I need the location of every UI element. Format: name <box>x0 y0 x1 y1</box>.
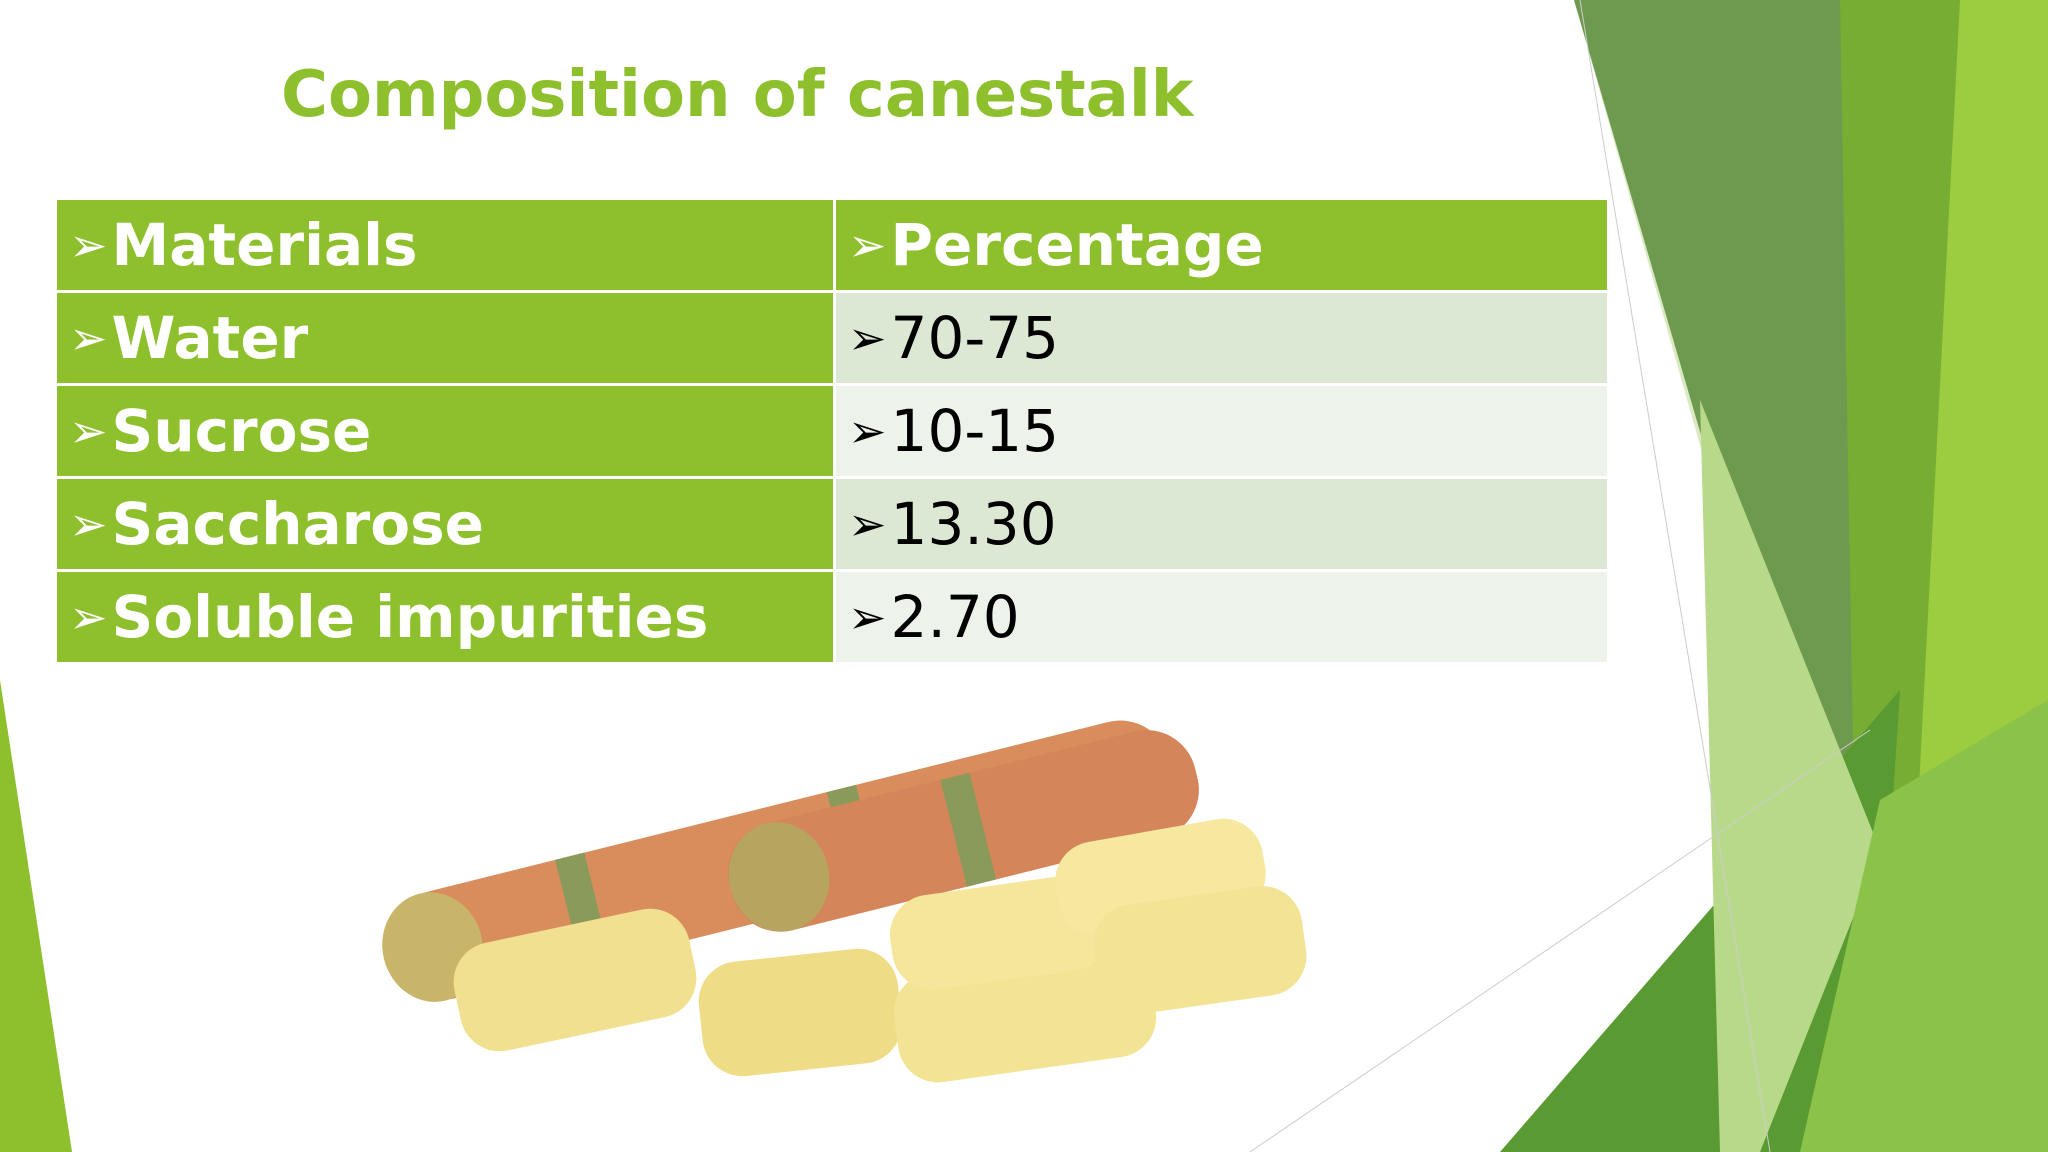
material-cell: Water <box>54 290 836 386</box>
header-cell: Percentage <box>833 197 1610 293</box>
percentage-cell: 70-75 <box>833 290 1610 386</box>
sugarcane-image <box>382 720 1307 1083</box>
shape <box>1700 400 1880 1152</box>
material-cell: Soluble impurities <box>54 569 836 665</box>
material-cell: Saccharose <box>54 476 836 572</box>
percentage-cell: 13.30 <box>833 476 1610 572</box>
table-row: Saccharose13.30 <box>54 476 1610 572</box>
header-cell: Materials <box>54 197 836 293</box>
table-row: Water70-75 <box>54 290 1610 386</box>
material-cell: Sucrose <box>54 383 836 479</box>
header-row: Materials Percentage <box>54 197 1610 293</box>
shape <box>1800 700 2048 1152</box>
line <box>1579 0 1771 1152</box>
table: Materials Percentage Water70-75Sucrose10… <box>54 197 1610 665</box>
percentage-cell: 2.70 <box>833 569 1610 665</box>
line <box>1249 729 1871 1152</box>
slide-title: Composition of canestalk <box>281 58 1194 132</box>
table-row: Sucrose10-15 <box>54 383 1610 479</box>
shape <box>1574 0 1880 840</box>
shape <box>0 680 72 1152</box>
table-row: Soluble impurities2.70 <box>54 569 1610 665</box>
percentage-cell: 10-15 <box>833 383 1610 479</box>
